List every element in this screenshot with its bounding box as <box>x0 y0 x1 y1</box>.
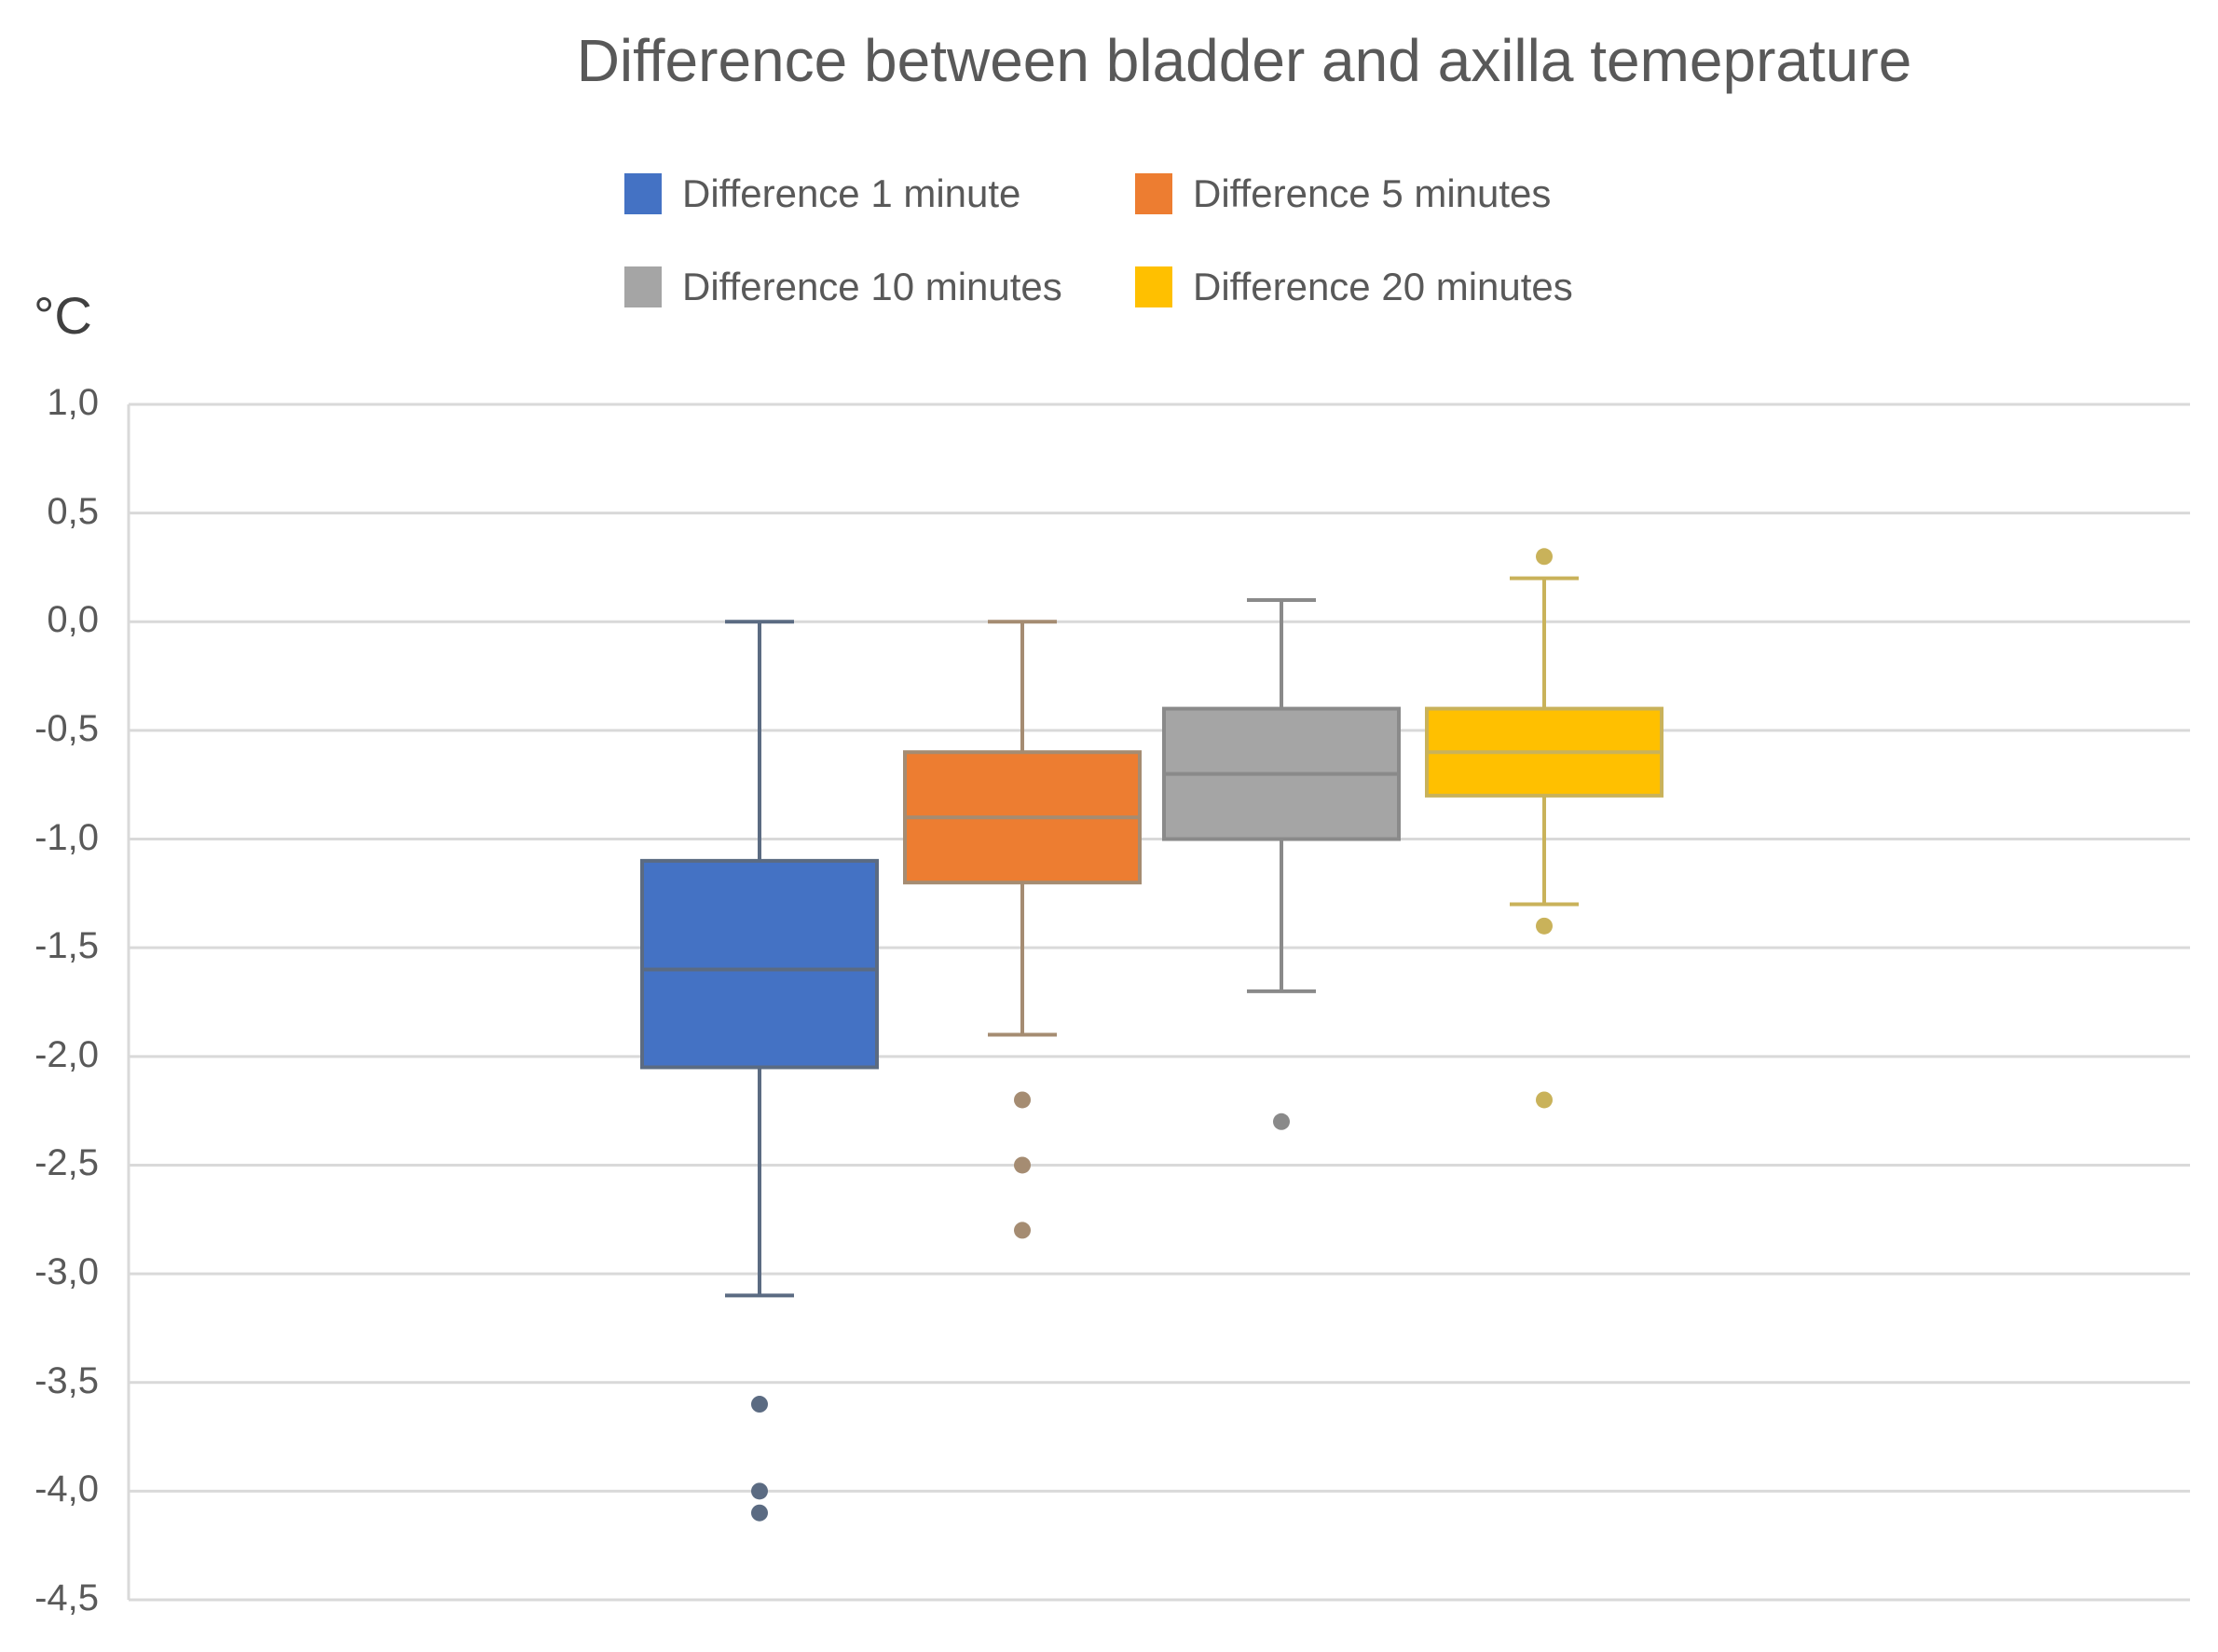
legend-swatch-5min <box>1135 173 1172 214</box>
outlier-0-0 <box>751 1396 768 1413</box>
legend-item-5min: Difference 5 minutes <box>1135 171 1551 216</box>
outlier-0-2 <box>751 1504 768 1522</box>
y-tick-label: -1,0 <box>34 816 99 858</box>
y-tick-label: -2,0 <box>34 1033 99 1075</box>
outlier-3-2 <box>1536 1091 1553 1109</box>
legend-label-5min: Difference 5 minutes <box>1193 171 1552 215</box>
outlier-2-0 <box>1273 1113 1290 1130</box>
y-tick-label: -0,5 <box>34 707 99 749</box>
outlier-1-1 <box>1014 1156 1031 1174</box>
y-tick-label: 0,5 <box>47 490 99 532</box>
legend-item-1min: Difference 1 minute <box>624 171 1020 216</box>
y-tick-label: 1,0 <box>47 382 99 423</box>
outlier-1-0 <box>1014 1091 1031 1109</box>
outlier-0-1 <box>751 1482 768 1500</box>
y-tick-label: -3,5 <box>34 1359 99 1401</box>
legend-swatch-20min <box>1135 266 1172 307</box>
y-tick-label: -3,0 <box>34 1251 99 1293</box>
outlier-1-2 <box>1014 1222 1031 1239</box>
y-axis-unit-label: °C <box>34 286 92 345</box>
legend-swatch-10min <box>624 266 662 307</box>
y-tick-label: -4,0 <box>34 1468 99 1510</box>
outlier-3-0 <box>1536 548 1553 566</box>
legend-item-10min: Difference 10 minutes <box>624 265 1062 309</box>
chart-title: Difference between bladder and axilla te… <box>576 27 1912 94</box>
outlier-3-1 <box>1536 917 1553 935</box>
box-0 <box>640 858 879 1070</box>
y-tick-label: 0,0 <box>47 599 99 641</box>
legend-swatch-1min <box>624 173 662 214</box>
legend-label-10min: Difference 10 minutes <box>682 265 1062 308</box>
legend-label-20min: Difference 20 minutes <box>1193 265 1573 308</box>
y-tick-label: -2,5 <box>34 1142 99 1184</box>
legend-item-20min: Difference 20 minutes <box>1135 265 1573 309</box>
y-tick-label: -1,5 <box>34 925 99 967</box>
y-tick-label: -4,5 <box>34 1577 99 1618</box>
legend-label-1min: Difference 1 minute <box>682 171 1021 215</box>
